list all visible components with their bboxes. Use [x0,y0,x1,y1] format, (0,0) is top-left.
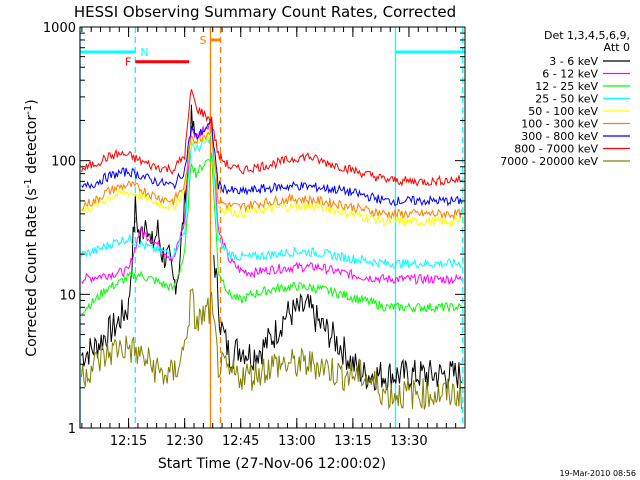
series-line-5 [81,127,462,221]
legend-label-0: 3 - 6 keV [549,55,598,68]
legend-label-7: 800 - 7000 keV [514,143,598,156]
x-tick-label-5: 13:30 [390,434,427,449]
y-tick-label-0: 1 [68,422,76,437]
y-axis-label-part1: Corrected Count Rate (s [24,188,40,356]
y-axis-label-sup2: -1 [23,105,34,115]
legend-header-1: Att 0 [604,41,630,54]
series-line-6 [81,119,462,207]
x-tick-label-3: 13:00 [278,434,315,449]
y-axis-label: Corrected Count Rate (s-1 detector-1) [23,99,40,356]
y-tick-label-1: 10 [59,288,76,303]
series-line-2 [81,152,462,315]
x-tick-label-1: 12:30 [166,434,203,449]
annotation-label-0: N [140,46,148,59]
series-line-7 [81,89,462,188]
series-line-8 [81,288,462,410]
legend-label-1: 6 - 12 keV [542,68,598,81]
chart-title: HESSI Observing Summary Count Rates, Cor… [74,3,456,21]
y-axis-label-part3: ) [24,99,40,104]
axes-layer: 1 10 100 1000 12:15 12:30 12:45 13:00 13:15 13:30 [43,21,465,449]
series-line-4 [81,130,462,228]
series-line-1 [81,118,462,286]
x-axis-label: Start Time (27-Nov-06 12:00:02) [158,456,386,472]
x-tick-label-0: 12:15 [110,434,147,449]
annotation-label-1: F [125,56,131,69]
y-tick-label-3: 1000 [43,21,76,36]
plot-frame [79,26,466,429]
legend-label-3: 25 - 50 keV [535,93,598,106]
legend-label-4: 50 - 100 keV [528,105,598,118]
legend-label-2: 12 - 25 keV [535,80,598,93]
series-layer [81,89,462,410]
legend-header-0: Det 1,3,4,5,6,9, [544,29,630,42]
series-line-3 [81,133,462,269]
y-axis-label-sup1: -1 [23,178,34,188]
y-axis-label-part2: detector [24,115,40,179]
annotations-layer: NF S [80,34,465,69]
footer-timestamp: 19-Mar-2010 08:56 [560,469,637,478]
legend-label-5: 100 - 300 keV [521,118,598,131]
annotation-label-2: S [199,34,206,47]
x-tick-label-2: 12:45 [222,434,259,449]
legend-label-6: 300 - 800 keV [521,130,598,143]
legend-label-8: 7000 - 20000 keV [500,155,598,168]
y-tick-label-2: 100 [51,155,76,170]
x-tick-label-4: 13:15 [334,434,371,449]
